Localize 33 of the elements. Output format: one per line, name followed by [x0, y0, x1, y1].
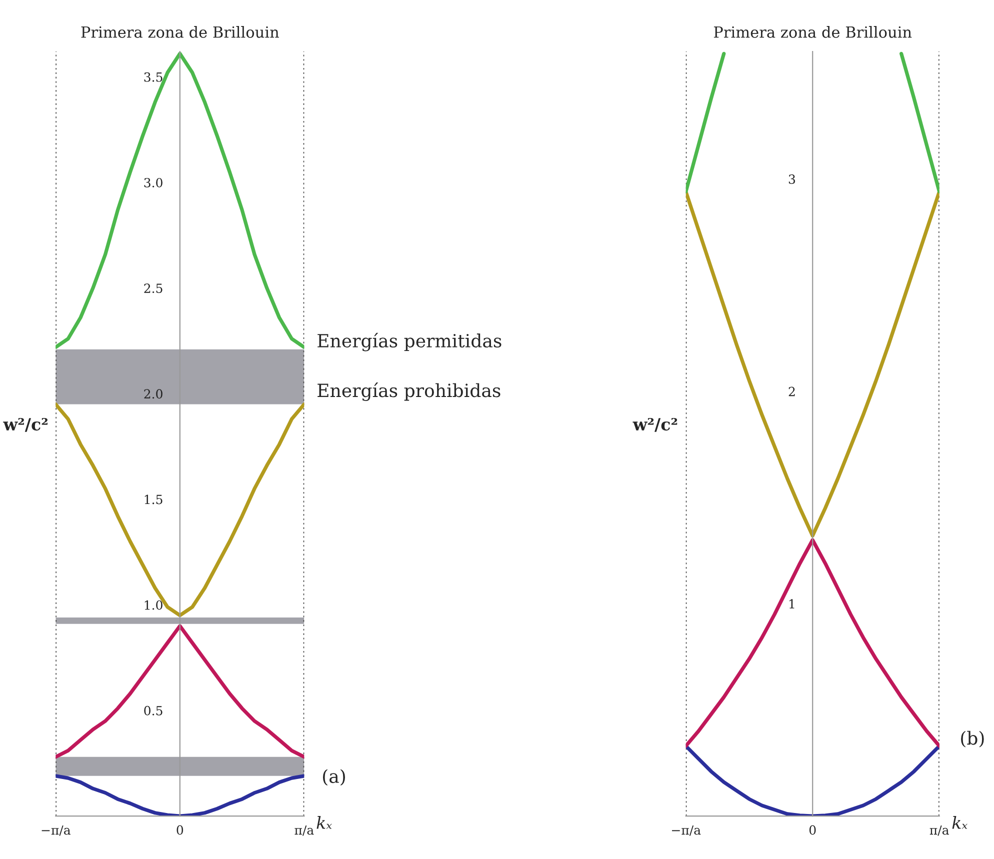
y-tick-label: 2.0 — [144, 389, 162, 399]
text: (a) — [322, 769, 345, 786]
y-axis-title: w²/c² — [632, 418, 678, 432]
x-tick-label: 0 — [176, 825, 184, 835]
y-tick-label: 2.5 — [144, 284, 162, 293]
y-tick-label: 1.0 — [144, 600, 162, 610]
line-series — [686, 538, 940, 748]
line-series — [56, 624, 304, 759]
y-tick-label: 1 — [790, 599, 794, 608]
chart-title: Primera zona de Brillouin — [714, 26, 912, 38]
line-series — [56, 402, 304, 618]
text: Energías permitidas — [318, 332, 502, 352]
text: Energías prohibidas — [318, 382, 500, 401]
x-axis-title: kₓ — [952, 816, 968, 829]
y-tick-label: 1.5 — [144, 494, 162, 504]
x-tick-label: 0 — [809, 825, 816, 835]
chart-title: Primera zona de Brillouin — [81, 26, 279, 38]
line-series — [686, 190, 940, 538]
y-tick-label: 3 — [788, 174, 795, 184]
y-axis-title: w²/c² — [3, 418, 48, 432]
x-tick-label: π/a — [930, 825, 949, 836]
x-tick-label: −π/a — [42, 825, 70, 836]
line-series — [686, 744, 940, 816]
text: (b) — [961, 730, 984, 748]
x-tick-label: −π/a — [672, 825, 701, 836]
x-axis-title: kₓ — [316, 816, 332, 829]
y-tick-label: 2 — [788, 386, 795, 396]
y-tick-label: 3.0 — [144, 178, 162, 188]
line-series — [56, 774, 304, 816]
x-tick-label: π/a — [294, 825, 314, 836]
y-tick-label: 0.5 — [144, 706, 162, 716]
y-tick-label: 3.5 — [144, 72, 162, 82]
line-series — [56, 52, 304, 350]
